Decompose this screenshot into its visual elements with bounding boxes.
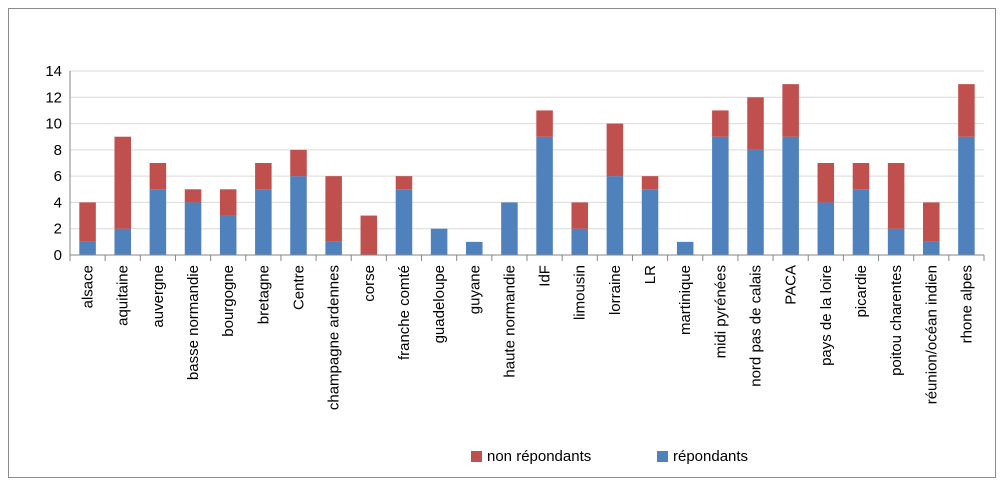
y-tick-label: 6 <box>54 168 62 185</box>
y-tick-label: 2 <box>54 221 62 238</box>
x-tick-label: haute normandie <box>501 265 518 378</box>
x-tick-label: lorraine <box>607 265 624 315</box>
bar-segment-repondants <box>782 136 799 255</box>
bar-segment-repondants <box>852 189 870 255</box>
y-tick-label: 14 <box>45 63 62 80</box>
bar-segment-repondants <box>114 228 131 255</box>
bar-segment-non-repondants <box>255 163 272 190</box>
bar-segment-non-repondants <box>712 110 729 137</box>
legend-swatch <box>657 451 668 462</box>
axes: 0 2 4 6 8 10 12 14 alsace aquitaine auvergne basse … <box>45 63 985 410</box>
bar-segment-repondants <box>325 241 342 255</box>
legend-label: non répondants <box>487 448 591 465</box>
legend-label: répondants <box>673 448 748 465</box>
x-tick-label: basse normandie <box>185 265 202 380</box>
bar-segment-non-repondants <box>817 163 835 203</box>
y-tick-label: 8 <box>54 142 62 159</box>
bar-segment-non-repondants <box>219 189 237 216</box>
x-tick-label: pays de la loire <box>818 265 835 366</box>
x-tick-label: limousin <box>572 265 589 320</box>
bar-segment-non-repondants <box>536 110 553 137</box>
bar-segment-repondants <box>290 176 307 255</box>
bar-segment-repondants <box>606 176 624 255</box>
bar-segment-non-repondants <box>958 84 975 137</box>
x-tick-label: Centre <box>291 265 308 310</box>
bar-segment-repondants <box>536 136 553 255</box>
x-tick-label: guyane <box>466 265 483 314</box>
x-tick-label: poitou charentes <box>888 265 905 376</box>
gridlines <box>70 70 984 230</box>
bar-segment-repondants <box>430 228 448 255</box>
x-tick-label: guadeloupe <box>431 265 448 343</box>
chart-frame: 0 2 4 6 8 10 12 14 alsace aquitaine auvergne basse … <box>8 8 996 478</box>
bar-segment-repondants <box>395 189 413 255</box>
x-tick-label: picardie <box>853 265 870 318</box>
x-tick-label: champagne ardennes <box>326 265 343 410</box>
x-tick-label: auvergne <box>150 265 167 328</box>
bar-segment-repondants <box>641 189 659 255</box>
x-tick-label: midi pyrénées <box>712 265 729 358</box>
bar-segment-repondants <box>923 241 940 255</box>
bar-segment-repondants <box>184 202 202 255</box>
x-tick-label: alsace <box>80 265 97 308</box>
bar-segment-repondants <box>219 215 237 255</box>
bar-segment-non-repondants <box>606 123 624 177</box>
bar-segment-non-repondants <box>782 84 799 137</box>
bar-segment-repondants <box>887 228 905 255</box>
bar-segment-non-repondants <box>290 149 307 177</box>
x-tick-label: nord pas de calais <box>748 265 765 387</box>
bar-segment-non-repondants <box>887 163 905 229</box>
bar-segment-non-repondants <box>79 202 96 242</box>
bar-segment-repondants <box>571 228 588 255</box>
x-tick-label: aquitaine <box>115 265 132 326</box>
y-tick-label: 4 <box>54 194 62 211</box>
x-tick-label: rhone alpes <box>958 265 975 343</box>
bar-segment-non-repondants <box>852 163 870 190</box>
x-tick-label: martinique <box>677 265 694 335</box>
bar-segment-non-repondants <box>747 97 764 150</box>
y-tick-label: 12 <box>45 89 62 106</box>
x-tick-label: bretagne <box>255 265 272 324</box>
bar-segment-non-repondants <box>360 215 378 255</box>
y-tick-label: 0 <box>54 247 62 264</box>
stacked-bar-chart: 0 2 4 6 8 10 12 14 alsace aquitaine auvergne basse … <box>45 63 985 465</box>
bar-segment-repondants <box>79 241 96 255</box>
x-tick-label: LR <box>642 265 659 284</box>
x-tick-label: réunion/océan indien <box>923 265 940 404</box>
x-tick-label: franche comté <box>396 265 413 360</box>
x-tick-label: PACA <box>783 265 800 305</box>
bar-segment-repondants <box>958 136 975 255</box>
bar-segment-repondants <box>817 202 835 255</box>
y-tick-label: 10 <box>45 116 62 133</box>
bar-segment-repondants <box>255 189 272 255</box>
bar-segment-repondants <box>676 241 694 255</box>
bars <box>79 84 975 255</box>
x-tick-label: IdF <box>537 265 554 287</box>
bar-segment-non-repondants <box>149 163 167 190</box>
bar-segment-repondants <box>466 241 483 255</box>
bar-segment-repondants <box>149 189 167 255</box>
bar-segment-non-repondants <box>571 202 588 229</box>
bar-segment-non-repondants <box>641 176 659 190</box>
bar-segment-non-repondants <box>184 189 202 203</box>
bar-segment-repondants <box>747 149 764 255</box>
legend: non répondants répondants <box>471 448 748 465</box>
x-tick-label: bourgogne <box>220 265 237 337</box>
legend-swatch <box>471 451 482 462</box>
bar-segment-non-repondants <box>114 136 131 229</box>
bar-segment-non-repondants <box>395 176 413 190</box>
bar-segment-non-repondants <box>923 202 940 242</box>
bar-segment-repondants <box>712 136 729 255</box>
bar-segment-non-repondants <box>325 176 342 242</box>
x-tick-label: corse <box>361 265 378 302</box>
bar-segment-repondants <box>501 202 518 255</box>
